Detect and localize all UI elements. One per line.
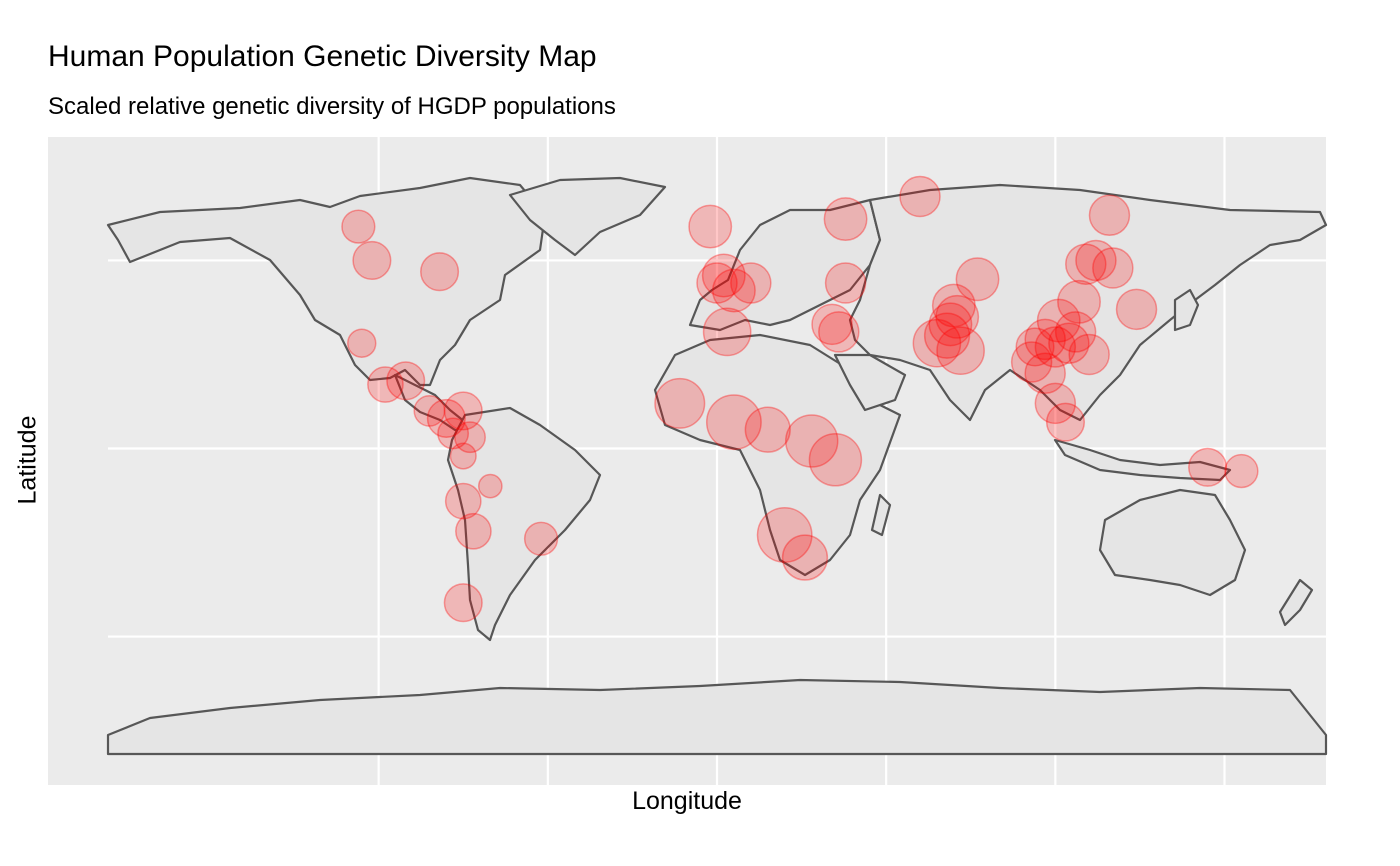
population-marker [784, 414, 839, 468]
population-marker [444, 482, 482, 520]
population-marker [701, 253, 746, 298]
land-greenland [508, 176, 667, 257]
population-marker [455, 512, 492, 550]
population-marker [449, 442, 477, 470]
population-marker [1054, 311, 1097, 353]
population-marker [818, 311, 860, 353]
population-marker [341, 209, 376, 244]
population-marker [1034, 326, 1077, 368]
population-marker [352, 240, 392, 280]
population-marker [808, 433, 863, 487]
population-marker [1065, 243, 1107, 285]
population-marker [912, 318, 962, 368]
land-africa [653, 333, 902, 577]
map-subtitle: Scaled relative genetic diversity of HGD… [48, 93, 616, 120]
population-marker [688, 204, 733, 249]
population-marker [696, 262, 738, 304]
population-marker [1024, 352, 1066, 395]
land-japan [1173, 288, 1200, 332]
population-marker [1224, 453, 1259, 489]
population-marker [1188, 447, 1228, 487]
population-marker [730, 262, 772, 304]
population-marker [705, 394, 762, 451]
population-marker [955, 257, 1000, 302]
population-marker [443, 583, 483, 623]
land-arabia [833, 353, 907, 412]
population-marker [523, 521, 559, 556]
population-marker [1068, 333, 1110, 376]
population-marker [823, 197, 868, 242]
population-marker [1045, 402, 1086, 442]
population-marker [426, 398, 466, 438]
population-marker [744, 406, 791, 453]
map-title: Human Population Genetic Diversity Map [48, 40, 597, 73]
population-marker [936, 326, 985, 376]
population-marker [437, 417, 470, 450]
population-marker [928, 302, 973, 347]
population-marker [1088, 194, 1131, 237]
population-marker [454, 421, 486, 454]
population-marker [347, 328, 377, 358]
population-marker [1034, 382, 1077, 425]
population-marker [899, 175, 941, 218]
population-marker [420, 252, 460, 292]
population-marker [1115, 288, 1158, 331]
land-new-zealand [1278, 578, 1314, 627]
population-marker [1036, 298, 1081, 343]
land-asia [848, 183, 1328, 422]
land-masses [106, 176, 1328, 756]
population-marker [1057, 279, 1101, 324]
population-marker [702, 307, 752, 357]
population-marker [1048, 322, 1090, 364]
population-marker [824, 262, 867, 304]
population-marker [477, 473, 503, 499]
land-antarctica [106, 678, 1328, 756]
population-marker [781, 534, 829, 581]
y-axis-label: Latitude [13, 415, 42, 505]
population-marker [386, 361, 426, 401]
population-marker [756, 507, 813, 563]
x-axis-label: Longitude [632, 787, 742, 815]
population-marker [413, 394, 446, 427]
population-marker [1024, 318, 1066, 361]
grid-lines [108, 137, 1326, 785]
land-australia [1098, 488, 1247, 597]
population-marker [711, 268, 756, 313]
land-indonesia [1053, 438, 1232, 482]
population-marker [931, 283, 976, 328]
population-marker [935, 294, 980, 339]
population-marker [811, 303, 853, 346]
land-north-america [106, 176, 547, 387]
population-marker [1015, 327, 1055, 367]
population-marker [654, 377, 706, 429]
population-markers [341, 175, 1259, 623]
land-south-america [446, 406, 602, 642]
population-marker [367, 366, 404, 403]
population-marker [1092, 247, 1134, 289]
population-marker [443, 391, 483, 431]
population-marker [1075, 239, 1117, 282]
population-marker [1010, 341, 1053, 383]
population-marker [923, 312, 971, 359]
land-madagascar [870, 493, 892, 537]
